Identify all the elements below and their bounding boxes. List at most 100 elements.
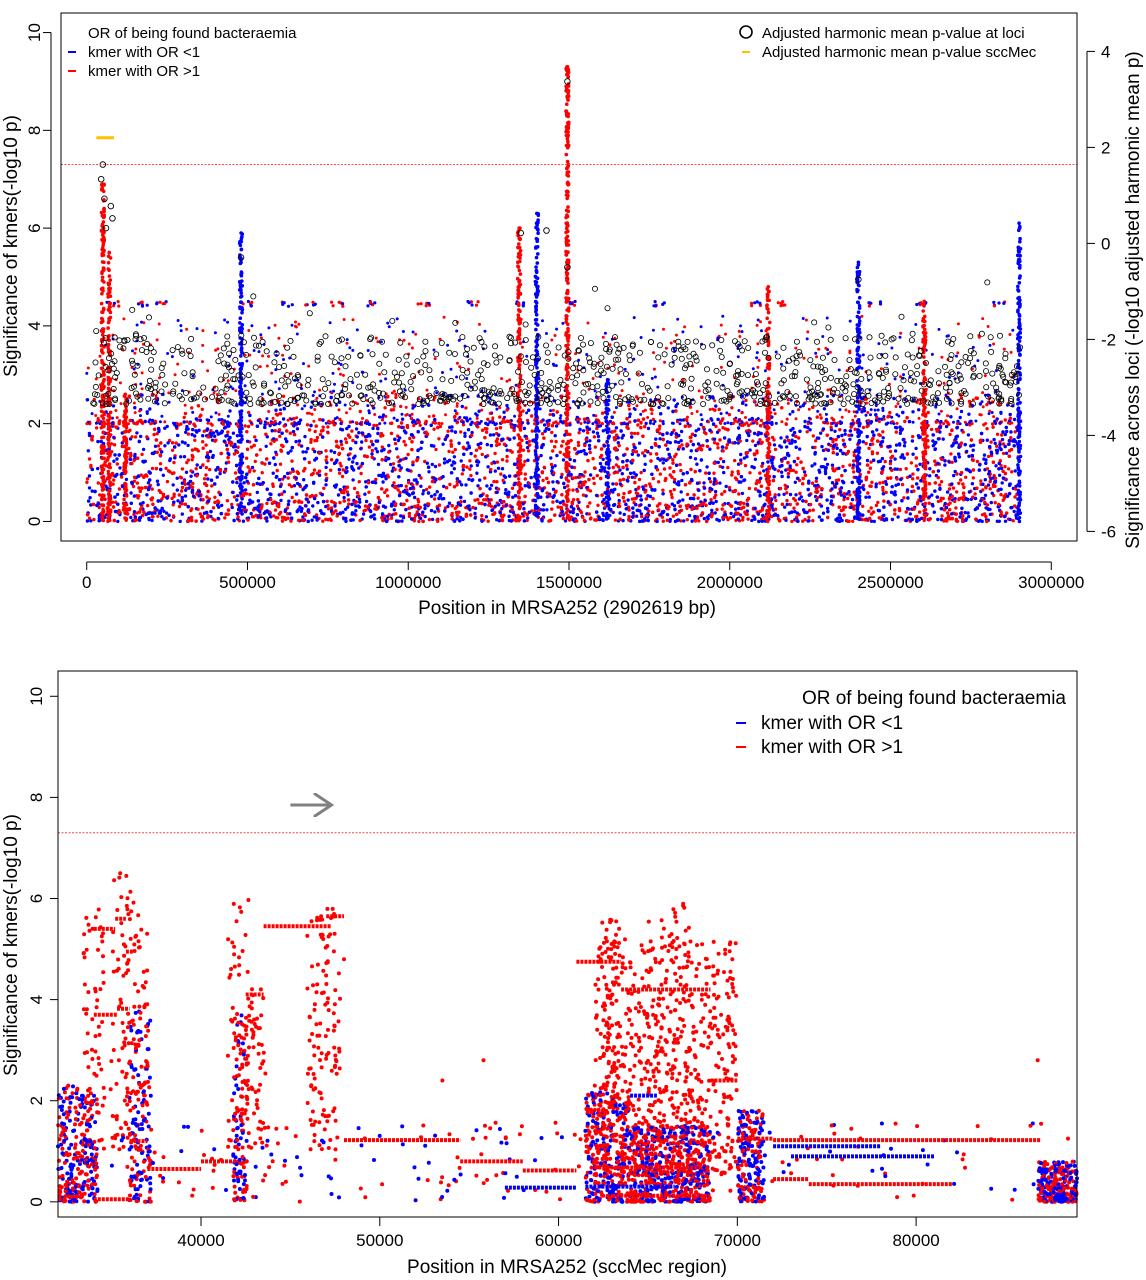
blue-kmer-point — [977, 468, 981, 472]
blue-kmer-point — [96, 502, 101, 506]
blue-kmer-point — [540, 517, 544, 522]
blue-kmer-point — [806, 519, 810, 523]
blue-kmer-point — [688, 455, 693, 460]
blue-kmer-point — [140, 393, 144, 397]
blue-kmer-point — [802, 508, 806, 512]
blue-kmer-point — [988, 512, 992, 517]
red-kmer-point — [263, 462, 267, 466]
blue-kmer-point — [352, 456, 356, 460]
blue-kmer-point — [294, 439, 298, 444]
red-kmer-point — [168, 470, 172, 474]
red-kmer-point — [614, 463, 619, 467]
red-kmer-point — [600, 493, 604, 497]
red-kmer-point — [583, 443, 587, 448]
blue-kmer-point — [435, 490, 439, 494]
blue-kmer-point — [587, 443, 592, 448]
blue-kmer-point — [959, 511, 963, 516]
red-kmer-point — [616, 465, 621, 469]
blue-kmer-point — [348, 447, 353, 451]
blue-kmer-point — [147, 470, 151, 474]
blue-kmer-point — [721, 459, 726, 464]
blue-kmer-point — [966, 433, 971, 437]
blue-kmer-point — [501, 437, 505, 441]
blue-kmer-point — [964, 518, 968, 522]
red-kmer-point — [888, 449, 893, 454]
blue-kmer-point — [817, 515, 822, 519]
red-kmer-point — [627, 508, 631, 512]
red-kmer-point — [324, 472, 328, 476]
blue-kmer-point — [370, 452, 374, 456]
red-kmer-point — [85, 480, 89, 484]
red-kmer-point — [735, 477, 739, 482]
blue-kmer-point — [829, 494, 834, 498]
blue-kmer-point — [661, 432, 665, 437]
red-kmer-point — [324, 458, 328, 462]
blue-kmer-point — [244, 475, 248, 480]
red-kmer-point — [712, 441, 717, 445]
blue-kmer-point — [147, 517, 151, 522]
blue-kmer-point — [810, 464, 814, 468]
blue-kmer-point — [931, 439, 935, 443]
blue-kmer-point — [788, 464, 792, 468]
red-kmer-point — [671, 514, 675, 518]
red-kmer-point — [90, 434, 95, 439]
blue-kmer-point — [943, 459, 947, 463]
blue-kmer-point — [430, 517, 435, 522]
red-kmer-point — [154, 466, 159, 471]
blue-kmer-point — [703, 498, 707, 502]
red-kmer-point — [128, 418, 132, 423]
red-kmer-point — [674, 409, 678, 413]
red-kmer-point — [112, 518, 117, 523]
red-kmer-point — [549, 439, 554, 443]
red-kmer-point — [964, 475, 968, 479]
blue-kmer-point — [344, 519, 348, 523]
blue-kmer-point — [463, 434, 467, 438]
blue-kmer-point — [416, 430, 420, 434]
red-kmer-point — [948, 432, 952, 437]
blue-kmer-point — [397, 493, 402, 498]
blue-kmer-point — [219, 511, 223, 516]
red-kmer-point — [179, 489, 184, 493]
blue-kmer-point — [216, 465, 220, 470]
blue-kmer-point — [427, 470, 431, 474]
blue-kmer-point — [660, 510, 664, 515]
blue-kmer-point — [156, 499, 160, 503]
red-kmer-point — [689, 435, 693, 439]
blue-kmer-point — [933, 489, 937, 493]
blue-kmer-point — [759, 476, 763, 480]
blue-kmer-point — [807, 481, 811, 485]
red-kmer-point — [870, 452, 875, 456]
blue-kmer-point — [163, 426, 167, 430]
blue-kmer-point — [952, 473, 956, 478]
red-kmer-point — [576, 443, 581, 448]
blue-kmer-point — [872, 458, 876, 462]
blue-kmer-point — [184, 488, 188, 492]
red-kmer-point — [849, 425, 853, 429]
red-kmer-point — [545, 491, 549, 495]
red-kmer-point — [955, 472, 959, 476]
blue-kmer-point — [620, 472, 624, 476]
blue-kmer-point — [1005, 429, 1009, 434]
blue-kmer-point — [286, 451, 290, 455]
blue-kmer-point — [636, 508, 640, 512]
red-kmer-point — [159, 441, 163, 445]
blue-kmer-point — [614, 426, 619, 430]
red-kmer-point — [651, 476, 655, 481]
red-kmer-point — [302, 518, 306, 523]
red-kmer-point — [440, 517, 444, 521]
red-kmer-point — [486, 417, 490, 421]
blue-kmer-point — [705, 465, 709, 469]
red-kmer-point — [974, 517, 978, 521]
red-kmer-point — [662, 467, 667, 471]
red-kmer-point — [432, 414, 436, 418]
blue-kmer-point — [488, 433, 493, 437]
red-kmer-point — [202, 429, 206, 433]
blue-kmer-point — [1004, 425, 1008, 430]
red-kmer-point — [825, 433, 829, 437]
red-kmer-point — [309, 440, 313, 444]
red-kmer-point — [897, 508, 902, 513]
blue-kmer-point — [745, 455, 749, 459]
blue-kmer-point — [850, 497, 855, 502]
blue-kmer-point — [324, 504, 328, 509]
blue-kmer-point — [941, 437, 945, 441]
